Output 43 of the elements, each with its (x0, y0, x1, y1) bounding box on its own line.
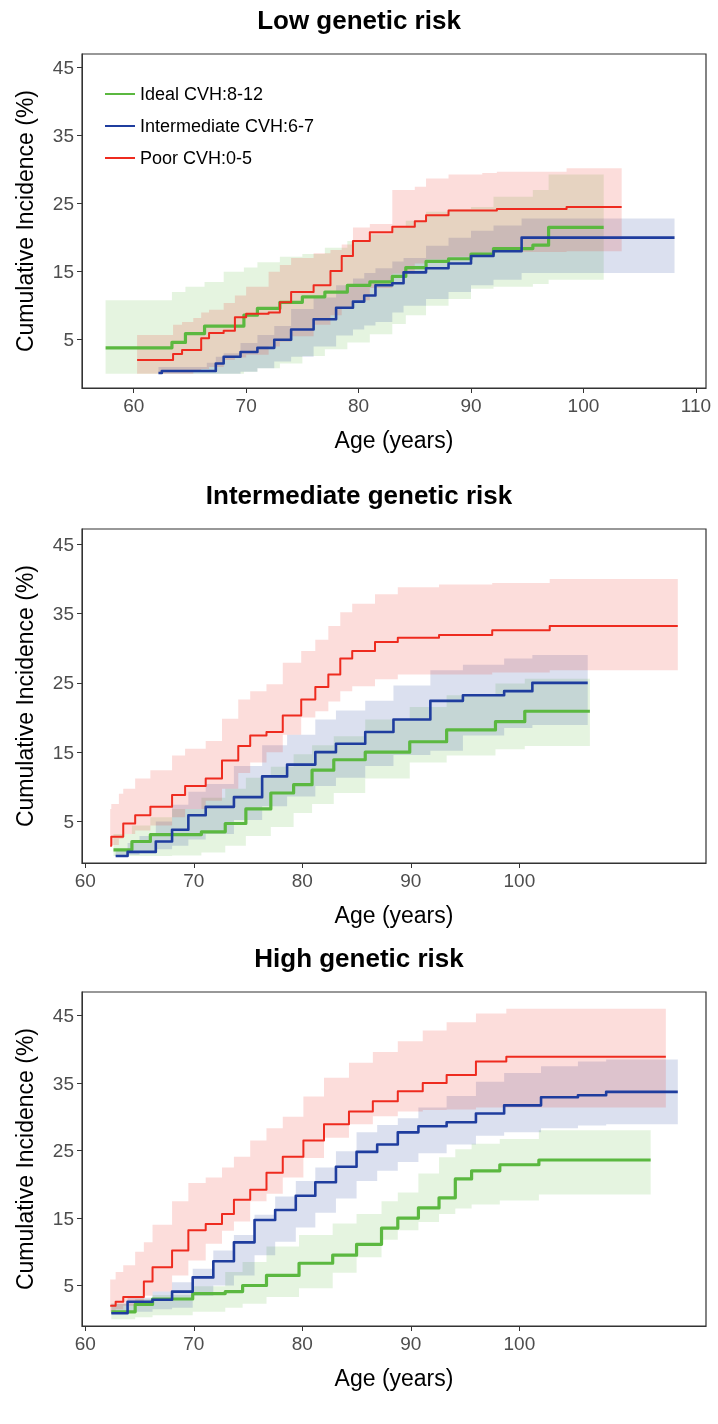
x-tick-label: 70 (235, 395, 257, 416)
legend-label: Poor CVH:0-5 (140, 148, 253, 168)
x-tick-label: 60 (123, 395, 145, 416)
y-tick-label: 15 (52, 741, 74, 763)
chart-title: Intermediate genetic risk (205, 480, 513, 510)
y-tick-label: 15 (52, 261, 74, 283)
x-tick-label: 80 (291, 870, 313, 891)
y-tick-label: 5 (63, 1275, 74, 1297)
x-tick-label: 100 (503, 1333, 536, 1354)
y-tick-label: 45 (52, 1005, 74, 1027)
x-tick-label: 90 (400, 1333, 422, 1354)
x-axis-title: Age (years) (334, 1364, 454, 1391)
y-tick-label: 35 (52, 1072, 74, 1094)
legend-label: Intermediate CVH:6-7 (140, 116, 315, 136)
x-tick-label: 70 (183, 1333, 205, 1354)
y-axis-title: Cumulative Incidence (%) (11, 564, 38, 828)
x-tick-label: 90 (460, 395, 482, 416)
x-tick-label: 90 (400, 870, 422, 891)
y-tick-label: 45 (52, 533, 74, 555)
x-tick-label: 110 (680, 395, 712, 416)
y-tick-label: 45 (52, 57, 74, 79)
y-tick-label: 25 (52, 193, 74, 215)
chart-title: Low genetic risk (257, 5, 462, 35)
x-axis-title: Age (years) (334, 426, 454, 453)
y-tick-label: 5 (63, 329, 74, 351)
y-axis-title: Cumulative Incidence (%) (11, 1027, 38, 1291)
y-tick-label: 5 (63, 810, 74, 832)
x-tick-label: 100 (503, 870, 536, 891)
y-tick-label: 35 (52, 125, 74, 147)
y-tick-label: 25 (52, 1140, 74, 1162)
x-tick-label: 60 (74, 1333, 96, 1354)
legend-label: Ideal CVH:8-12 (140, 84, 264, 104)
y-tick-label: 25 (52, 672, 74, 694)
x-tick-label: 80 (348, 395, 370, 416)
chart-title: High genetic risk (254, 943, 465, 973)
x-tick-label: 80 (291, 1333, 313, 1354)
y-axis-title: Cumulative Incidence (%) (11, 89, 38, 353)
x-tick-label: 70 (183, 870, 205, 891)
x-tick-label: 60 (74, 870, 96, 891)
y-tick-label: 15 (52, 1207, 74, 1229)
x-axis-title: Age (years) (334, 901, 454, 928)
x-tick-label: 100 (567, 395, 600, 416)
y-tick-label: 35 (52, 603, 74, 625)
